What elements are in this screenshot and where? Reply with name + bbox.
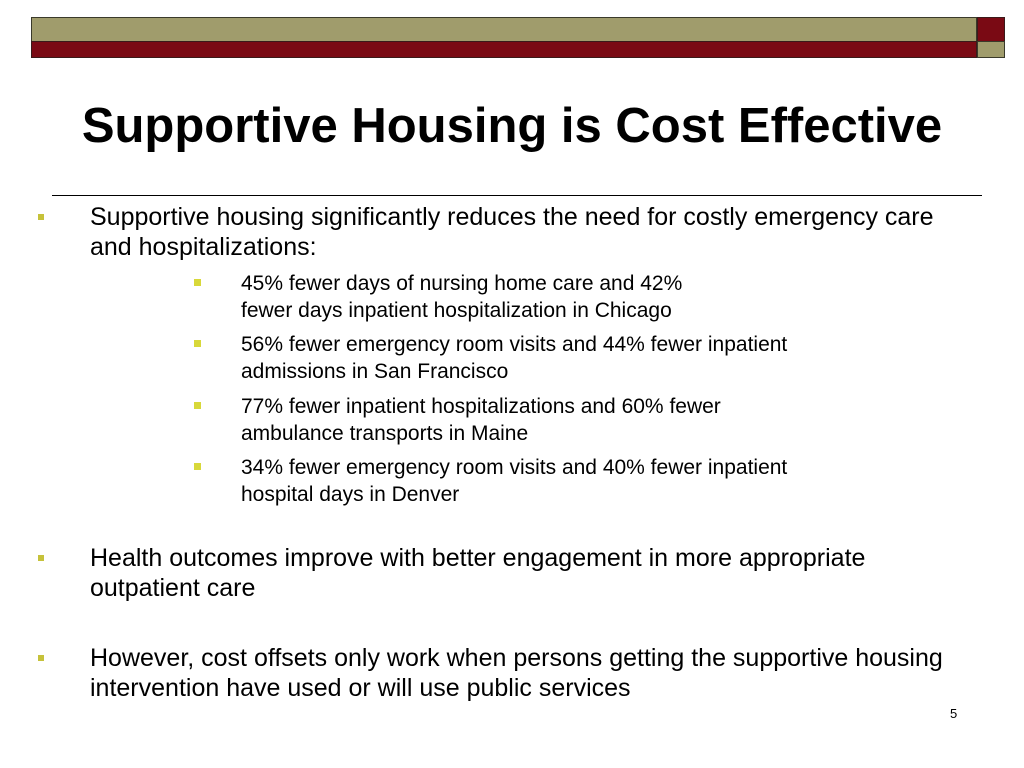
page-number: 5	[950, 706, 958, 721]
sub-bullet-line: fewer days inpatient hospitalization in …	[241, 299, 672, 322]
sub-bullet-line: admissions in San Francisco	[241, 360, 509, 383]
header-bar-olive	[31, 17, 977, 42]
header-square-maroon	[977, 17, 1005, 42]
sub-bullet-item: 34% fewer emergency room visits and 40% …	[194, 454, 941, 508]
sub-bullet-item: 56% fewer emergency room visits and 44% …	[194, 331, 941, 385]
sub-bullet-line: ambulance transports in Maine	[241, 422, 529, 445]
bullet-item: Supportive housing significantly reduces…	[38, 202, 970, 262]
square-bullet-icon	[194, 463, 201, 470]
sub-bullet-line: 77% fewer inpatient hospitalizations and…	[241, 395, 721, 418]
sub-bullet-line: hospital days in Denver	[241, 483, 460, 506]
header-square-olive	[977, 41, 1005, 58]
square-bullet-icon	[38, 555, 44, 561]
square-bullet-icon	[38, 655, 44, 661]
bullet-text: Supportive housing significantly reduces…	[90, 203, 934, 261]
slide-title: Supportive Housing is Cost Effective	[81, 99, 943, 153]
sub-bullet-line: 56% fewer emergency room visits and 44% …	[241, 333, 788, 356]
square-bullet-icon	[38, 214, 44, 220]
title-divider	[52, 195, 982, 196]
sub-bullet-line: 34% fewer emergency room visits and 40% …	[241, 456, 788, 479]
square-bullet-icon	[194, 402, 201, 409]
bullet-item: Health outcomes improve with better enga…	[38, 543, 970, 603]
bullet-text: However, cost offsets only work when per…	[90, 644, 943, 702]
square-bullet-icon	[194, 279, 201, 286]
square-bullet-icon	[194, 340, 201, 347]
bullet-text: Health outcomes improve with better enga…	[90, 544, 866, 602]
sub-bullet-item: 45% fewer days of nursing home care and …	[194, 270, 941, 324]
bullet-item: However, cost offsets only work when per…	[38, 643, 970, 703]
sub-bullet-item: 77% fewer inpatient hospitalizations and…	[194, 393, 941, 447]
header-bar-maroon	[31, 41, 977, 58]
sub-bullet-line: 45% fewer days of nursing home care and …	[241, 272, 683, 295]
